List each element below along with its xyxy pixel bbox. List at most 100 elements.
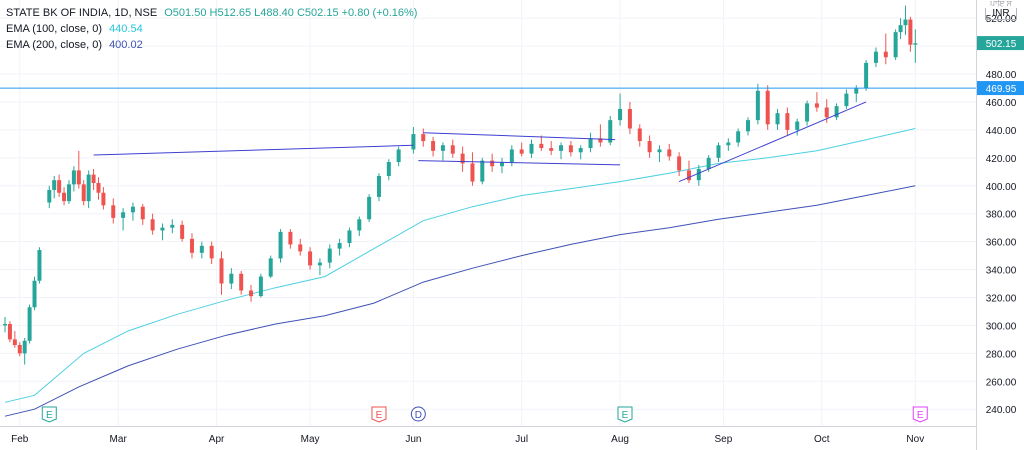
candle[interactable] xyxy=(189,233,194,259)
candle[interactable] xyxy=(170,219,175,234)
candle[interactable] xyxy=(258,273,263,298)
candle[interactable] xyxy=(357,216,362,237)
candle[interactable] xyxy=(470,152,475,186)
candle[interactable] xyxy=(12,331,17,348)
candle[interactable] xyxy=(76,150,81,189)
symbol-title[interactable]: STATE BK OF INDIA, 1D, NSE xyxy=(6,7,158,19)
candle[interactable] xyxy=(499,157,504,174)
hline-price-tag[interactable] xyxy=(977,81,1024,96)
candle[interactable] xyxy=(864,60,869,91)
candle[interactable] xyxy=(559,142,564,160)
candle[interactable] xyxy=(440,142,445,161)
candle[interactable] xyxy=(549,141,554,156)
candle[interactable] xyxy=(140,203,145,225)
candle[interactable] xyxy=(913,29,918,63)
currency-selector[interactable]: ਪਾਇ ਸ INR xyxy=(979,0,1023,20)
candle[interactable] xyxy=(367,194,372,223)
candle[interactable] xyxy=(716,142,721,163)
candle[interactable] xyxy=(86,170,91,209)
candle[interactable] xyxy=(229,268,234,290)
candle[interactable] xyxy=(667,143,672,161)
candle[interactable] xyxy=(608,115,613,146)
trendline[interactable] xyxy=(423,132,616,141)
candle[interactable] xyxy=(844,89,849,109)
last-price-tag[interactable] xyxy=(977,36,1024,51)
candle[interactable] xyxy=(376,173,381,202)
candle[interactable] xyxy=(460,146,465,172)
time-axis[interactable]: Feb Mar Apr May Jun Jul Aug Sep Oct Nov xyxy=(0,426,976,450)
candle[interactable] xyxy=(627,101,632,135)
candle[interactable] xyxy=(130,202,135,221)
event-marker-earnings-past[interactable]: E xyxy=(617,406,633,423)
candle[interactable] xyxy=(647,135,652,158)
candle[interactable] xyxy=(101,187,106,210)
event-marker-earnings-past[interactable]: E xyxy=(41,406,57,423)
candle[interactable] xyxy=(308,247,313,270)
candle[interactable] xyxy=(686,160,691,183)
candle[interactable] xyxy=(450,139,455,158)
event-marker-earnings-future[interactable]: E xyxy=(912,406,928,423)
candle[interactable] xyxy=(396,146,401,167)
event-marker-dividend[interactable]: D xyxy=(410,406,426,422)
candle[interactable] xyxy=(209,241,214,264)
candle[interactable] xyxy=(814,92,819,112)
candle[interactable] xyxy=(578,145,583,160)
price-axis[interactable]: 240.00 260.00 280.00 300.00 320.00 340.00 360.… xyxy=(976,0,1024,450)
trendline[interactable] xyxy=(678,101,867,183)
candle[interactable] xyxy=(421,128,426,147)
candle[interactable] xyxy=(47,185,52,209)
candle[interactable] xyxy=(883,33,888,65)
candle[interactable] xyxy=(618,93,623,126)
candle[interactable] xyxy=(736,128,741,147)
candle[interactable] xyxy=(3,317,7,333)
candle[interactable] xyxy=(898,18,903,40)
legend-ema100-row[interactable]: EMA (100, close, 0) 440.54 xyxy=(6,21,417,37)
candle[interactable] xyxy=(893,29,898,61)
event-marker-earnings-red[interactable]: E xyxy=(371,406,387,423)
candle[interactable] xyxy=(111,198,116,224)
candle[interactable] xyxy=(588,132,593,153)
candle[interactable] xyxy=(746,117,751,136)
candle[interactable] xyxy=(199,241,204,259)
candle[interactable] xyxy=(337,238,342,256)
candle[interactable] xyxy=(755,83,760,125)
candle[interactable] xyxy=(298,238,303,256)
candle[interactable] xyxy=(386,159,391,181)
candle[interactable] xyxy=(268,255,273,278)
candle[interactable] xyxy=(288,229,293,249)
candle[interactable] xyxy=(81,180,86,206)
trendlines[interactable] xyxy=(93,101,867,183)
candle[interactable] xyxy=(121,208,126,231)
candle[interactable] xyxy=(27,304,32,344)
candle[interactable] xyxy=(150,213,155,235)
candle[interactable] xyxy=(160,223,165,241)
candle[interactable] xyxy=(7,321,12,343)
candle[interactable] xyxy=(66,180,71,204)
candle[interactable] xyxy=(37,247,42,284)
candle[interactable] xyxy=(32,276,37,311)
candle[interactable] xyxy=(62,187,67,206)
candle[interactable] xyxy=(657,145,662,163)
candle[interactable] xyxy=(239,270,244,295)
candle[interactable] xyxy=(52,175,57,199)
candle[interactable] xyxy=(327,244,332,269)
candle[interactable] xyxy=(568,141,573,157)
candle[interactable] xyxy=(539,135,544,151)
candle[interactable] xyxy=(219,251,224,295)
candle[interactable] xyxy=(22,338,27,365)
candle[interactable] xyxy=(795,118,800,136)
candle[interactable] xyxy=(317,258,322,276)
candle[interactable] xyxy=(903,5,908,35)
candle[interactable] xyxy=(677,152,682,176)
candle[interactable] xyxy=(490,153,495,172)
candle[interactable] xyxy=(71,166,76,192)
candle[interactable] xyxy=(765,85,770,130)
trendline[interactable] xyxy=(93,144,414,156)
candle[interactable] xyxy=(696,164,701,186)
candle[interactable] xyxy=(519,142,524,157)
candles[interactable] xyxy=(3,5,918,365)
candle[interactable] xyxy=(775,108,780,130)
candle[interactable] xyxy=(91,169,96,190)
